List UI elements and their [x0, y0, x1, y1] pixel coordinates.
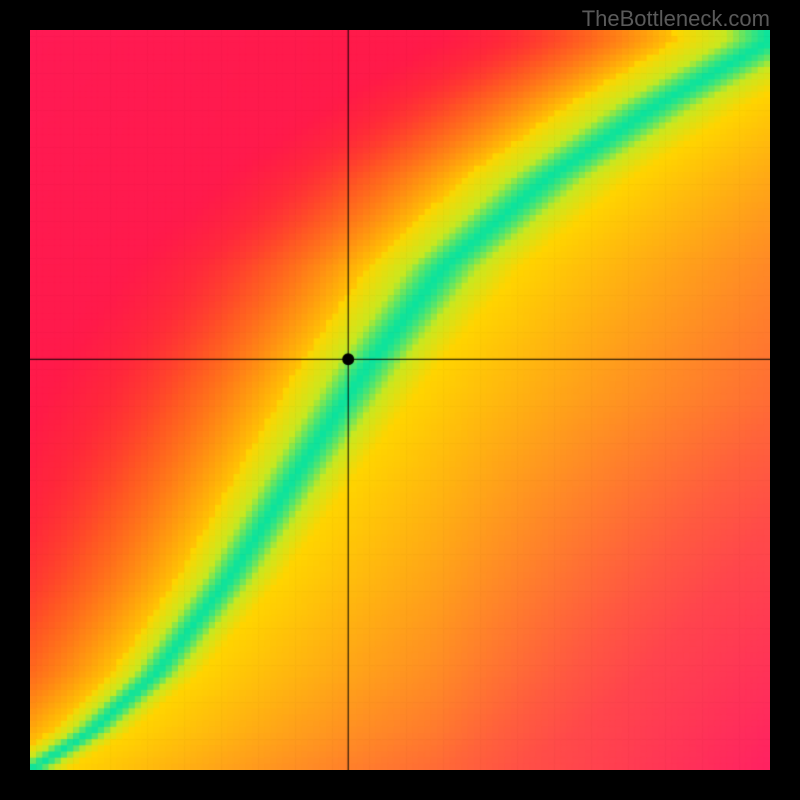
heatmap-canvas: [30, 30, 770, 770]
chart-frame: TheBottleneck.com: [0, 0, 800, 800]
watermark-text: TheBottleneck.com: [582, 6, 770, 32]
heatmap-plot: [30, 30, 770, 770]
